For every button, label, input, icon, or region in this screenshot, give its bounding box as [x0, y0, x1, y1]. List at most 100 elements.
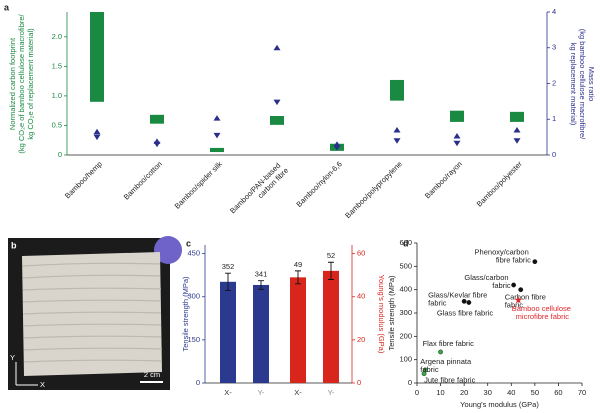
y-tick-label: 0 — [357, 378, 361, 387]
text-line: fibre fabric — [496, 256, 531, 265]
y-tick-label: 0 — [408, 378, 412, 387]
x-tick-label: Bamboo/polyester — [475, 159, 524, 208]
x-tick-label: 20 — [460, 388, 468, 397]
fabric — [22, 252, 162, 376]
text-line: fabric — [428, 298, 447, 307]
x-tick-label: X- — [294, 388, 302, 397]
point-label: Glass fibre fabric — [437, 308, 494, 317]
glove — [154, 236, 182, 264]
y2-axis-label: Young's modulus (GPa) — [377, 275, 386, 354]
x-tick-label: Bamboo/polypropylene — [343, 159, 404, 220]
marker — [153, 141, 161, 148]
x-tick-label: Y- — [328, 388, 335, 397]
y-tick-label: 0 — [552, 150, 556, 159]
value-label: 352 — [222, 262, 235, 271]
text-line: Argena pinnata — [420, 357, 473, 366]
y-tick-label: 0 — [58, 150, 62, 159]
bar — [290, 277, 306, 383]
point — [466, 300, 472, 305]
text-line: fabric — [505, 301, 524, 310]
y-tick-label: 2 — [552, 78, 556, 87]
point-label: Flax fibre fabric — [423, 339, 475, 348]
x-tick-label: 40 — [507, 388, 515, 397]
x-axis-label: Young's modulus (GPa) — [460, 400, 539, 409]
error-bar — [295, 270, 301, 285]
x-tick-label: X- — [224, 388, 232, 397]
x-tick-label: Bamboo/rayon — [423, 159, 464, 200]
text-line: Glass/Kevlar fibre — [428, 290, 489, 299]
photo — [8, 236, 182, 390]
y-tick-label: 4 — [552, 7, 556, 16]
error-bar — [225, 272, 231, 291]
x-tick-label: Bamboo/nylon-6,6 — [294, 159, 343, 208]
error-bar — [258, 280, 264, 290]
point-label: Argena pinnata fabric — [420, 357, 473, 374]
panel-letter: b — [11, 240, 17, 250]
x-tick-label: Bamboo/PAN-based carbon fibre — [228, 159, 290, 221]
bar — [210, 147, 224, 153]
x-tick-label: 0 — [415, 388, 419, 397]
bar — [220, 281, 236, 383]
scale-bar-label: 2 cm — [144, 370, 160, 379]
text-line: Bamboo cellulose — [512, 304, 573, 313]
bar — [90, 12, 104, 102]
text-line: Carbon fibre — [505, 293, 548, 302]
marker — [453, 133, 461, 139]
marker — [213, 115, 221, 121]
x-tick-label: 10 — [436, 388, 444, 397]
y-tick-label: 300 — [399, 308, 412, 317]
y-tick-label: 500 — [399, 261, 412, 270]
y-tick-label: 600 — [399, 238, 412, 247]
marker — [93, 134, 101, 141]
y-axis-label: Normalized carbon footprint — [8, 37, 17, 130]
value-label: 49 — [294, 260, 302, 269]
bar — [390, 79, 404, 101]
y-tick-label: 400 — [399, 285, 412, 294]
bar — [323, 270, 339, 383]
point-label: Jute fibre fabric — [424, 376, 476, 385]
point — [514, 296, 523, 304]
bar — [253, 284, 269, 383]
y-tick-label: 40 — [357, 292, 365, 301]
point — [461, 298, 467, 304]
y-tick-label: 3 — [552, 43, 556, 52]
text-line: fabric — [420, 365, 439, 374]
y-tick-label: 450 — [187, 249, 200, 258]
text-line: microfibre fabric — [516, 312, 570, 321]
marker — [513, 126, 521, 133]
marker — [273, 99, 281, 106]
x-tick-label: 70 — [578, 388, 586, 397]
text-line: Bamboo/PAN-based — [228, 159, 284, 215]
axis-x-label: X — [40, 380, 45, 389]
x-tick-label: Bamboo/hemp — [63, 159, 104, 200]
value-label: 52 — [327, 251, 335, 260]
y-tick-label: 60 — [357, 249, 365, 258]
error-bar — [328, 261, 334, 280]
point — [438, 349, 443, 355]
marker — [453, 140, 461, 147]
fabric-texture — [22, 262, 163, 363]
point-label: Glass/carbon fabric — [464, 273, 511, 290]
axes-arrows — [15, 362, 38, 386]
bar — [510, 111, 524, 122]
point-label: Phenoxy/carbon fibre fabric — [475, 248, 532, 265]
y-tick-label: 20 — [357, 335, 365, 344]
point — [518, 287, 524, 293]
y-tick-label: 0 — [196, 378, 200, 387]
x-tick-label: Y- — [258, 388, 265, 397]
y2-axis-label: (kg bamboo cellulose macrofibre/ — [578, 29, 587, 140]
point — [421, 371, 427, 377]
y-axis-label: (kg CO₂e of bamboo cellulose macrofibre/ — [17, 13, 26, 153]
x-tick-label: 30 — [484, 388, 492, 397]
y-axis-label: kg CO₂e of replacement material) — [26, 28, 35, 140]
y-tick-label: 2.0 — [52, 32, 62, 41]
value-label: 341 — [255, 270, 268, 279]
axis-y-label: Y — [10, 353, 15, 362]
y-tick-label: 200 — [399, 331, 412, 340]
y-tick-label: 100 — [399, 355, 412, 364]
x-tick-label: 60 — [554, 388, 562, 397]
x-tick-label: 50 — [531, 388, 539, 397]
marker — [213, 132, 221, 139]
marker — [513, 138, 521, 144]
